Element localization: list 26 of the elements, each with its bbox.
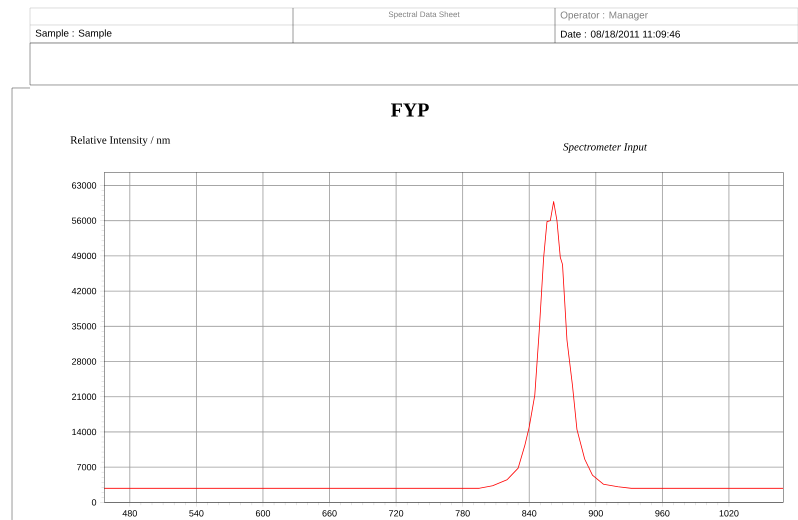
x-tick-label: 660 — [322, 510, 337, 517]
text: Date : 08/18/2011 11:09:46 — [561, 30, 680, 38]
text: Operator : Manager — [560, 11, 648, 20]
y-tick-label: 49000 — [72, 252, 96, 260]
y-tick-label: 0 — [92, 499, 96, 506]
x-tick-label: 1020 — [720, 510, 739, 517]
text: Sample : Sample — [36, 29, 112, 39]
x-tick-label: 780 — [456, 510, 470, 517]
y-tick-label: 21000 — [72, 394, 96, 400]
x-tick-label: 960 — [655, 510, 670, 517]
x-tick-label: 840 — [522, 510, 536, 517]
x-tick-label: 540 — [189, 510, 204, 517]
chart-title: FYP — [390, 103, 429, 117]
y-tick-label: 14000 — [72, 428, 96, 436]
x-tick-label: 900 — [588, 510, 603, 517]
y-axis-title: Relative Intensity / nm — [70, 136, 170, 146]
y-tick-label: 42000 — [72, 288, 96, 294]
x-tick-label: 720 — [389, 510, 404, 517]
y-tick-label: 35000 — [72, 323, 96, 330]
x-tick-label: 600 — [256, 510, 270, 517]
x-tick-label: 480 — [122, 510, 137, 517]
y-tick-label: 28000 — [72, 358, 96, 365]
y-tick-label: 56000 — [72, 217, 96, 224]
text: Spectrometer Input — [563, 143, 648, 153]
y-tick-label: 63000 — [72, 182, 96, 189]
y-tick-label: 7000 — [77, 464, 96, 470]
